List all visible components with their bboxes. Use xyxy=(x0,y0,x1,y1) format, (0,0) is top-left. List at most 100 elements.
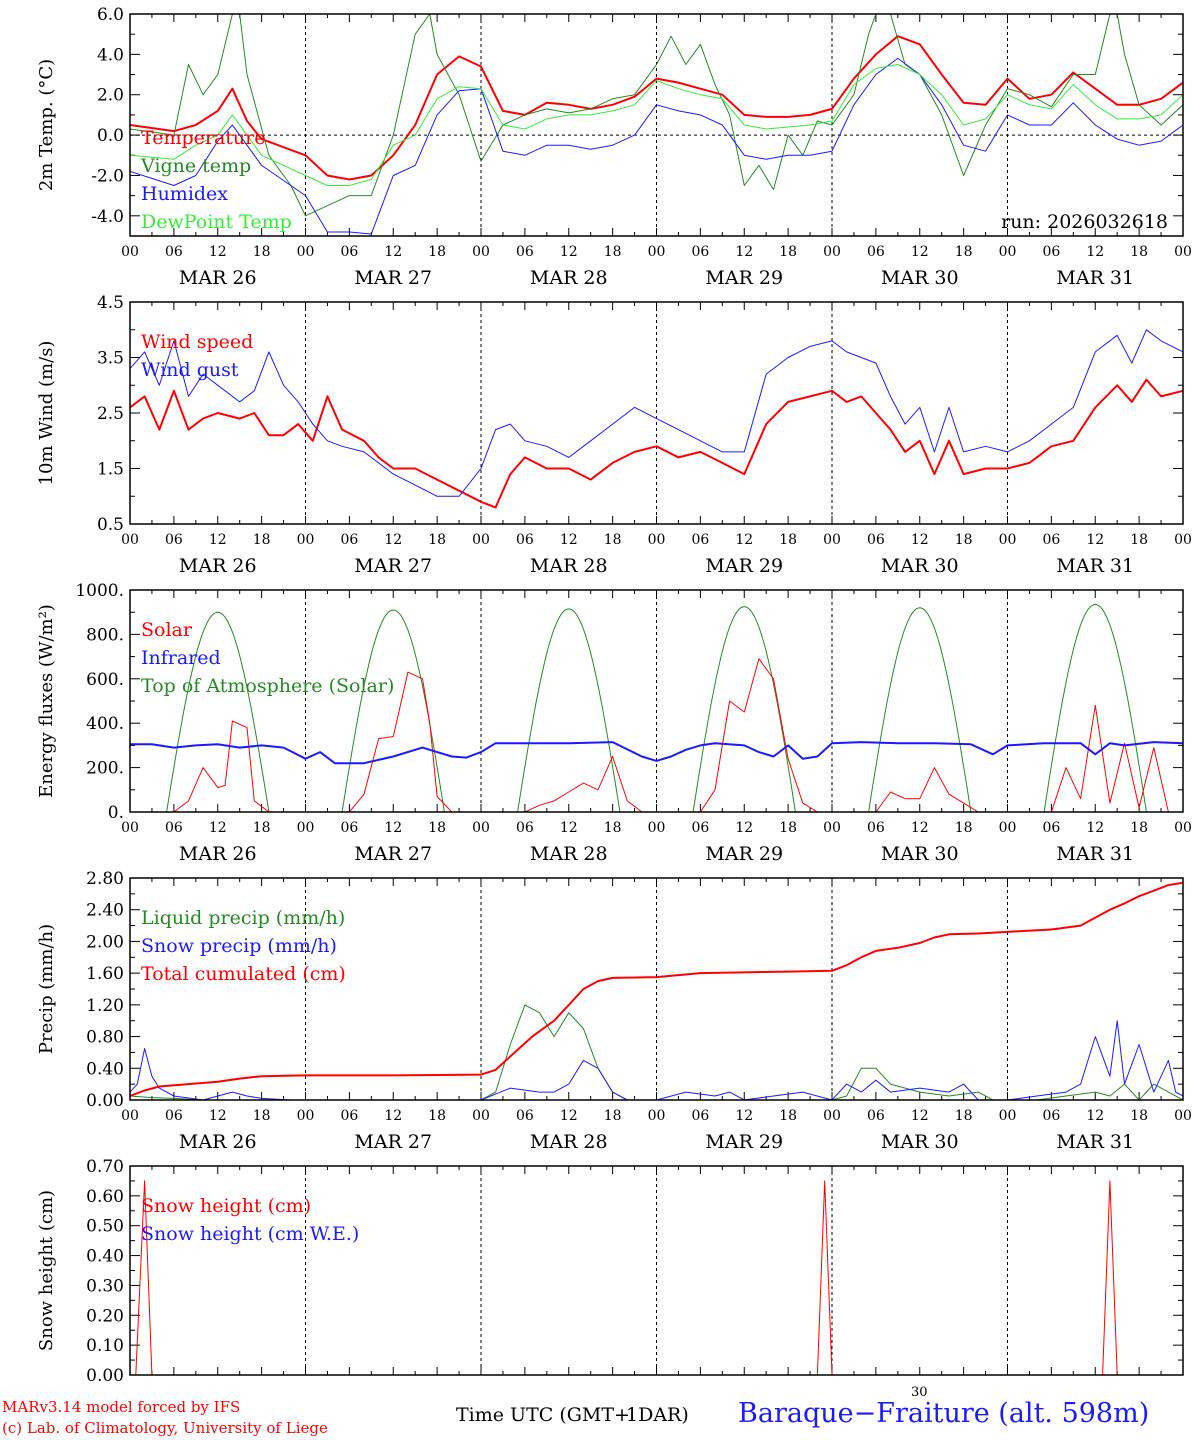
hour-tick-label: 18 xyxy=(428,1108,446,1124)
hour-tick-label: 18 xyxy=(779,532,797,548)
hour-tick-label: 06 xyxy=(867,244,885,260)
y-tick-label: 600. xyxy=(86,670,124,690)
hour-tick-label: 12 xyxy=(735,532,753,548)
hour-tick-label: 00 xyxy=(999,244,1017,260)
legend-entry: Solar xyxy=(141,619,193,641)
hour-tick-label: 00 xyxy=(999,1108,1017,1124)
station-title: Baraque−Fraiture (alt. 598m) xyxy=(738,1398,1150,1429)
hour-tick-label: 06 xyxy=(165,1108,183,1124)
hour-tick-label: 18 xyxy=(955,244,973,260)
legend-entry: Liquid precip (mm/h) xyxy=(141,907,345,929)
hour-tick-label: 18 xyxy=(253,244,271,260)
hour-tick-label: 06 xyxy=(340,820,358,836)
series-line-infrared xyxy=(130,741,1183,765)
hour-tick-label: 00 xyxy=(472,532,490,548)
series-line-snow-height-cm- xyxy=(130,1180,1183,1375)
hour-tick-label: 06 xyxy=(165,820,183,836)
y-tick-label: -4.0 xyxy=(91,207,124,227)
hour-tick-label: 06 xyxy=(691,1108,709,1124)
legend-entry: Wind speed xyxy=(141,331,253,353)
hour-tick-label: 12 xyxy=(735,1108,753,1124)
hour-tick-label: 00 xyxy=(648,1108,666,1124)
hour-tick-label: 00 xyxy=(1174,244,1192,260)
hour-tick-label: 06 xyxy=(165,244,183,260)
y-tick-label: 1.5 xyxy=(97,460,124,480)
hour-tick-label: 12 xyxy=(384,532,402,548)
hour-tick-label: 06 xyxy=(691,244,709,260)
legend-entry: Infrared xyxy=(141,647,221,669)
hour-tick-label: 18 xyxy=(428,532,446,548)
hour-tick-label: 00 xyxy=(999,820,1017,836)
hour-tick-label: 06 xyxy=(867,1108,885,1124)
hour-tick-label: 12 xyxy=(209,244,227,260)
hour-tick-label: 12 xyxy=(560,820,578,836)
hour-tick-label: 18 xyxy=(955,532,973,548)
hour-tick-label: 18 xyxy=(604,1108,622,1124)
hour-tick-label: 18 xyxy=(253,820,271,836)
hour-tick-label: 00 xyxy=(121,244,139,260)
date-label: MAR 31 xyxy=(1056,843,1134,865)
hour-tick-label: 18 xyxy=(1130,532,1148,548)
date-label: MAR 30 xyxy=(881,843,959,865)
y-tick-label: 0.20 xyxy=(86,1306,124,1326)
y-tick-label: 2.0 xyxy=(97,86,124,106)
date-label: MAR 26 xyxy=(179,267,257,289)
hour-tick-label: 00 xyxy=(1174,532,1192,548)
hour-tick-label: 00 xyxy=(823,244,841,260)
hour-tick-label: 06 xyxy=(691,532,709,548)
hour-tick-label: 06 xyxy=(340,244,358,260)
date-label: MAR 27 xyxy=(354,843,432,865)
y-tick-label: 0.60 xyxy=(86,1187,124,1207)
panel-temperature: -4.0 -2.0 0.0 2.0 4.0 6.0 2m Temp. (°C) 00 06 12 1… xyxy=(36,5,1192,289)
date-label: MAR 29 xyxy=(705,1131,783,1153)
hour-tick-label: 18 xyxy=(779,244,797,260)
hour-tick-label: 12 xyxy=(384,1108,402,1124)
hour-tick-label: 18 xyxy=(955,1108,973,1124)
hour-tick-label: 18 xyxy=(955,820,973,836)
y-tick-label: 0.00 xyxy=(86,1366,124,1386)
hour-tick-label: 18 xyxy=(779,820,797,836)
hour-tick-label: 06 xyxy=(340,1108,358,1124)
hour-tick-label: 12 xyxy=(384,244,402,260)
hour-tick-label: 06 xyxy=(867,820,885,836)
hour-tick-label: 00 xyxy=(648,244,666,260)
y-tick-label: 2.5 xyxy=(97,404,124,424)
date-label: MAR 28 xyxy=(530,555,608,577)
hour-tick-label: 06 xyxy=(340,532,358,548)
hour-tick-label: 06 xyxy=(516,532,534,548)
hour-tick-label: 12 xyxy=(560,532,578,548)
hour-tick-label: 00 xyxy=(121,820,139,836)
date-label: MAR 29 xyxy=(705,267,783,289)
legend-entry: Wind gust xyxy=(141,359,239,381)
hour-tick-label: 18 xyxy=(604,532,622,548)
date-label: MAR 28 xyxy=(530,267,608,289)
date-label: MAR 29 xyxy=(705,555,783,577)
hour-tick-label: 00 xyxy=(823,532,841,548)
y-axis-label: Snow height (cm) xyxy=(36,1190,57,1351)
hour-tick-label: 18 xyxy=(253,532,271,548)
series-line-humidex xyxy=(130,57,1183,235)
legend-entry: Temperature xyxy=(141,127,265,149)
series-line-dewpoint-temp xyxy=(130,64,1183,186)
y-tick-label: 3.5 xyxy=(97,349,124,369)
hour-tick-label: 06 xyxy=(1042,1108,1060,1124)
y-tick-label: 2.80 xyxy=(86,869,124,889)
y-tick-label: 6.0 xyxy=(97,5,124,25)
y-tick-label: 0.10 xyxy=(86,1336,124,1356)
series-line-snow-precip-mm-h- xyxy=(130,1020,1183,1100)
y-tick-label: 0.80 xyxy=(86,1028,124,1048)
legend-entry: Vigne temp xyxy=(140,155,251,177)
plot-frame xyxy=(129,301,1184,525)
hour-tick-label: 06 xyxy=(516,1108,534,1124)
hour-tick-label: 00 xyxy=(472,820,490,836)
hour-tick-label: 00 xyxy=(1174,820,1192,836)
date-label: MAR 31 xyxy=(1056,1131,1134,1153)
y-tick-label: 1000. xyxy=(75,581,124,601)
hour-tick-label: 00 xyxy=(297,1108,315,1124)
y-axis-label: Energy fluxes (W/m²) xyxy=(36,604,57,798)
y-tick-label: 0.70 xyxy=(86,1157,124,1177)
hour-tick-label: 12 xyxy=(209,820,227,836)
hour-tick-label: 06 xyxy=(165,532,183,548)
model-credit: MARv3.14 model forced by IFS xyxy=(2,1398,241,1416)
panel-precip: 0.00 0.40 0.80 1.20 1.60 2.00 2.40 2.80 Precip (… xyxy=(36,869,1192,1153)
